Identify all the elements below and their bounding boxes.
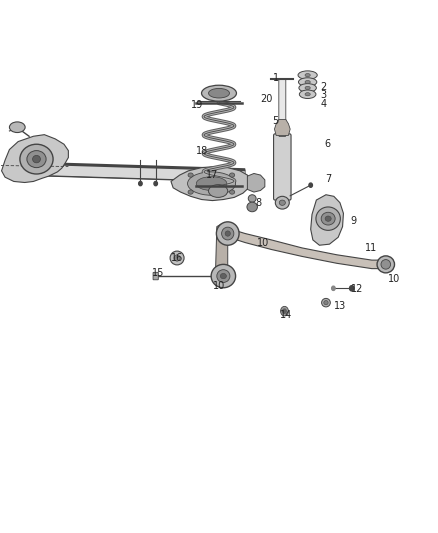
FancyBboxPatch shape (279, 79, 286, 136)
Ellipse shape (170, 251, 184, 265)
Text: 4: 4 (321, 99, 327, 109)
Ellipse shape (188, 190, 193, 194)
Text: 10: 10 (213, 281, 225, 290)
Ellipse shape (305, 86, 310, 90)
Ellipse shape (247, 202, 258, 212)
Text: 20: 20 (260, 94, 272, 104)
Ellipse shape (20, 144, 53, 174)
FancyBboxPatch shape (274, 134, 291, 200)
Ellipse shape (10, 122, 25, 133)
Ellipse shape (248, 195, 256, 202)
Circle shape (154, 181, 157, 185)
Ellipse shape (279, 200, 286, 205)
Text: 16: 16 (171, 253, 184, 263)
Polygon shape (311, 195, 343, 245)
Polygon shape (18, 163, 245, 182)
Ellipse shape (211, 264, 236, 288)
Text: 11: 11 (365, 244, 377, 253)
Ellipse shape (276, 196, 289, 209)
Ellipse shape (321, 298, 330, 307)
Polygon shape (228, 228, 386, 269)
Ellipse shape (187, 172, 236, 195)
Ellipse shape (216, 222, 239, 245)
Ellipse shape (220, 273, 226, 279)
Circle shape (283, 309, 286, 313)
Text: 3: 3 (321, 90, 327, 100)
Circle shape (332, 286, 335, 290)
Text: 9: 9 (350, 216, 357, 226)
Text: 1: 1 (273, 73, 279, 83)
Ellipse shape (381, 260, 391, 269)
Ellipse shape (225, 231, 230, 236)
Circle shape (281, 306, 288, 316)
Ellipse shape (230, 173, 235, 177)
Polygon shape (171, 166, 251, 200)
Polygon shape (2, 135, 68, 182)
Ellipse shape (174, 255, 180, 261)
Ellipse shape (377, 256, 395, 273)
Circle shape (139, 181, 142, 185)
Ellipse shape (299, 90, 316, 99)
Text: 6: 6 (324, 139, 330, 149)
Ellipse shape (298, 78, 317, 86)
Ellipse shape (208, 88, 230, 98)
Ellipse shape (27, 151, 46, 167)
Text: 5: 5 (272, 116, 278, 126)
Text: 10: 10 (388, 274, 400, 284)
Text: 19: 19 (191, 100, 203, 110)
Polygon shape (247, 173, 265, 192)
Ellipse shape (217, 270, 230, 282)
Ellipse shape (321, 212, 335, 225)
Polygon shape (215, 224, 228, 277)
Text: 17: 17 (206, 170, 218, 180)
Circle shape (350, 286, 354, 291)
Text: 18: 18 (196, 146, 208, 156)
Text: 8: 8 (255, 198, 261, 208)
Ellipse shape (230, 190, 235, 194)
Ellipse shape (208, 184, 228, 197)
Ellipse shape (325, 216, 331, 221)
Text: 14: 14 (280, 310, 292, 320)
Text: 15: 15 (152, 268, 164, 278)
Text: 10: 10 (257, 238, 269, 248)
FancyBboxPatch shape (153, 272, 158, 280)
Circle shape (309, 183, 312, 187)
Ellipse shape (299, 84, 316, 92)
Text: 7: 7 (325, 174, 331, 184)
Ellipse shape (196, 176, 227, 190)
Text: 13: 13 (334, 301, 346, 311)
Text: 12: 12 (351, 284, 363, 294)
Ellipse shape (305, 80, 310, 84)
Ellipse shape (305, 93, 310, 96)
Ellipse shape (32, 156, 40, 163)
Polygon shape (275, 119, 290, 135)
Ellipse shape (324, 301, 328, 305)
Ellipse shape (201, 85, 237, 101)
Ellipse shape (298, 71, 317, 79)
Ellipse shape (222, 227, 234, 240)
Ellipse shape (316, 207, 340, 230)
Text: 2: 2 (321, 82, 327, 92)
Ellipse shape (188, 173, 193, 177)
Ellipse shape (305, 74, 310, 77)
